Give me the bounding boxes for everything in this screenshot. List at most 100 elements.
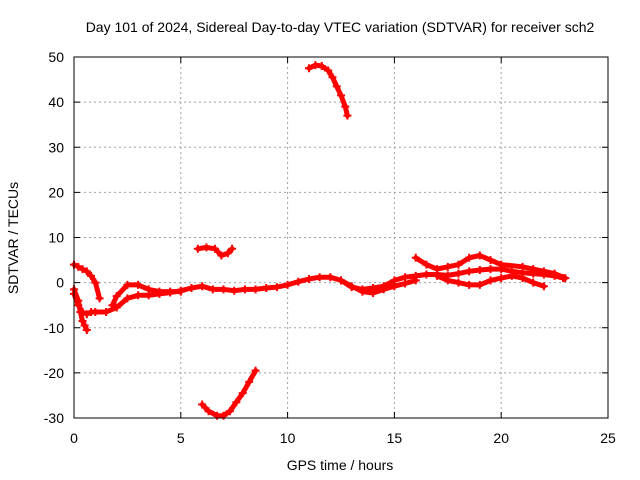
data-point: [443, 262, 452, 271]
data-point: [465, 267, 474, 276]
data-point: [337, 276, 345, 285]
series-low-arc: [199, 368, 259, 419]
data-point: [251, 285, 260, 294]
data-point: [358, 287, 367, 296]
data-point: [78, 316, 87, 325]
data-point: [176, 287, 185, 296]
data-point: [91, 278, 100, 287]
data-point: [219, 285, 228, 294]
data-point: [144, 285, 153, 294]
data-point: [193, 244, 202, 253]
data-point: [240, 285, 249, 294]
data-point: [518, 262, 527, 271]
x-tick-label: 20: [493, 430, 509, 446]
data-point: [465, 253, 474, 262]
x-tick-label: 15: [387, 430, 403, 446]
data-point: [228, 244, 237, 253]
data-point: [529, 265, 538, 274]
data-point: [454, 260, 463, 269]
data-point: [475, 280, 484, 289]
y-tick-label: 50: [48, 49, 64, 65]
data-point: [411, 276, 420, 285]
data-point: [529, 278, 538, 287]
data-point: [82, 326, 91, 335]
x-tick-label: 5: [177, 430, 185, 446]
y-tick-label: 0: [56, 275, 64, 291]
x-tick-label: 10: [280, 430, 296, 446]
data-point: [328, 73, 337, 82]
data-point: [225, 407, 234, 416]
data-point: [204, 407, 213, 416]
data-point: [422, 270, 431, 279]
y-tick-label: -10: [44, 320, 64, 336]
data-point: [108, 301, 117, 310]
series-main-band: [71, 266, 566, 317]
data-point: [465, 280, 474, 289]
data-point: [91, 307, 100, 316]
data-point: [283, 280, 292, 289]
data-point: [304, 64, 313, 73]
data-point: [187, 284, 196, 293]
data-point: [198, 282, 207, 291]
data-point: [95, 294, 104, 303]
data-point: [134, 280, 143, 289]
data-point: [401, 279, 410, 288]
data-point: [82, 267, 91, 276]
data-point: [379, 285, 388, 294]
data-point: [550, 269, 559, 278]
data-point: [74, 262, 83, 271]
chart-title: Day 101 of 2024, Sidereal Day-to-day VTE…: [86, 19, 595, 35]
data-point: [497, 260, 506, 269]
data-point: [245, 377, 254, 386]
data-point: [337, 91, 345, 100]
data-point: [486, 265, 495, 274]
data-point: [202, 243, 211, 252]
data-point: [422, 260, 431, 269]
grid-lines: [74, 57, 608, 418]
data-point: [251, 366, 260, 375]
x-axis-label: GPS time / hours: [287, 457, 394, 473]
data-point: [80, 321, 89, 330]
data-point: [78, 265, 87, 274]
data-point: [497, 274, 506, 283]
data-point: [112, 292, 121, 301]
data-point: [238, 389, 247, 398]
data-point: [324, 66, 333, 75]
data-point: [76, 307, 85, 316]
data-point: [102, 307, 111, 316]
data-point: [341, 102, 350, 111]
y-tick-label: -30: [44, 410, 64, 426]
data-point: [262, 284, 271, 293]
data-point: [539, 267, 548, 276]
data-point: [332, 82, 341, 91]
data-point: [217, 251, 226, 260]
data-point: [317, 62, 326, 71]
data-point: [223, 249, 232, 258]
data-point: [166, 287, 175, 296]
data-point: [315, 273, 324, 282]
data-point: [433, 265, 442, 274]
data-point: [475, 265, 484, 274]
data-point: [486, 276, 495, 285]
data-point: [475, 251, 484, 260]
data-point: [443, 276, 452, 285]
y-tick-label: 30: [48, 139, 64, 155]
data-point: [539, 282, 548, 291]
data-series: [70, 61, 570, 420]
y-tick-label: 10: [48, 230, 64, 246]
y-tick-label: -20: [44, 365, 64, 381]
y-tick-label: 40: [48, 94, 64, 110]
y-tick-label: 20: [48, 184, 64, 200]
x-tick-label: 0: [70, 430, 78, 446]
data-point: [390, 282, 399, 291]
data-point: [230, 286, 239, 295]
data-point: [304, 275, 313, 284]
data-point: [208, 285, 217, 294]
data-point: [369, 289, 378, 298]
data-point: [294, 277, 303, 286]
data-point: [123, 294, 132, 303]
data-point: [87, 271, 96, 280]
data-point: [561, 274, 570, 283]
